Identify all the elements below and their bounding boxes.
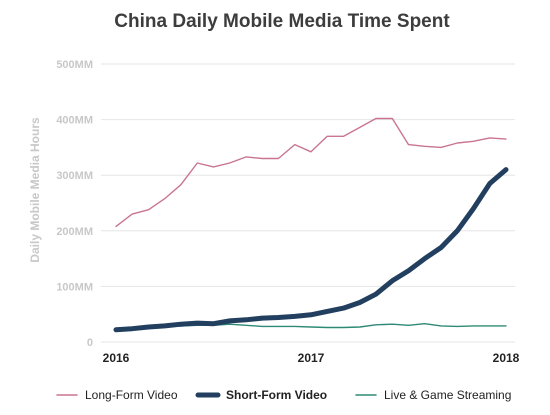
series-lines (113, 117, 509, 333)
series-line-1 (113, 167, 509, 333)
y-tick-label: 200MM (56, 226, 93, 238)
y-axis-ticks: 0 100MM 200MM 300MM 400MM 500MM (56, 59, 93, 349)
grid-lines (101, 63, 515, 343)
y-tick-label: 0 (87, 337, 93, 349)
y-tick-label: 400MM (56, 115, 93, 127)
legend-label: Long-Form Video (85, 388, 178, 402)
x-tick-label: 2017 (298, 351, 325, 365)
y-tick-label: 500MM (56, 59, 93, 71)
x-tick-label: 2018 (493, 351, 520, 365)
chart-title: China Daily Mobile Media Time Spent (114, 11, 450, 32)
x-tick-label: 2016 (103, 351, 130, 365)
legend: Long-Form Video Short-Form Video Live & Ga… (56, 388, 511, 402)
series-line-0 (115, 117, 507, 228)
legend-label: Short-Form Video (226, 388, 327, 402)
y-tick-label: 300MM (56, 170, 93, 182)
y-tick-label: 100MM (56, 281, 93, 293)
legend-label: Live & Game Streaming (384, 388, 511, 402)
y-axis-label: Daily Mobile Media Hours (28, 117, 42, 263)
x-axis-ticks: 2016 2017 2018 (103, 351, 520, 365)
